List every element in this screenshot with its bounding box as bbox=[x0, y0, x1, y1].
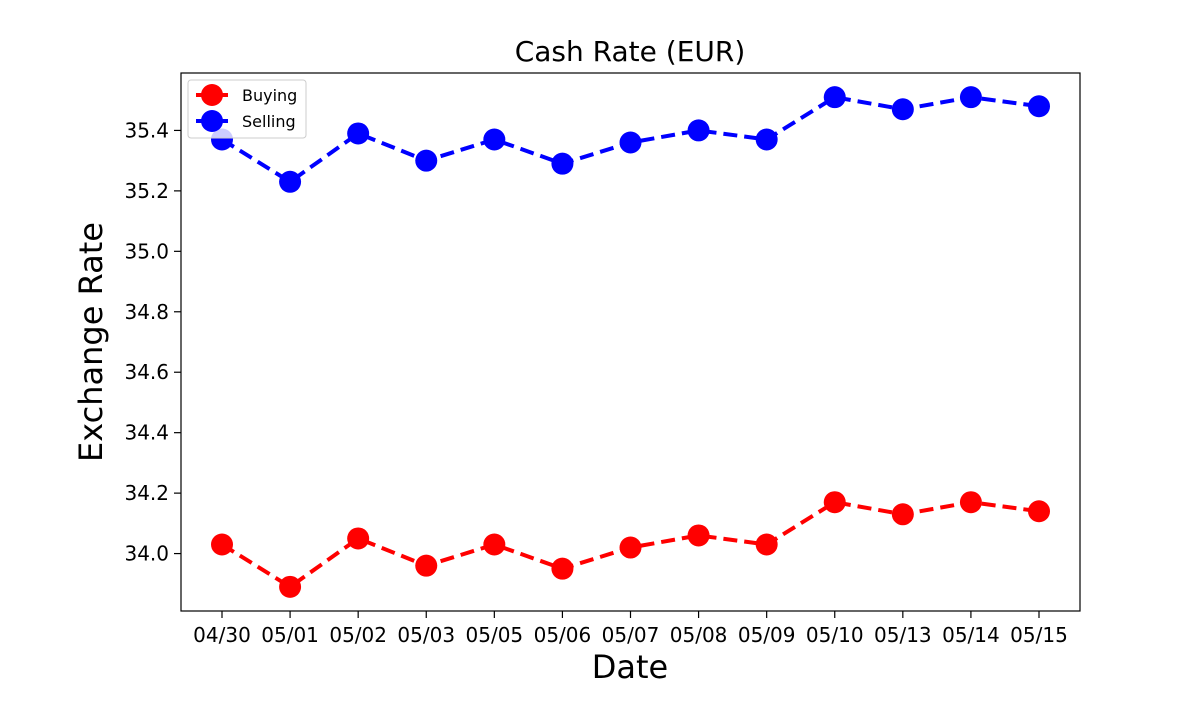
data-point-selling bbox=[483, 128, 506, 151]
legend: Buying Selling bbox=[187, 79, 307, 139]
data-point-selling bbox=[687, 119, 710, 142]
y-axis: 34.0 34.2 34.4 34.6 34.8 35.0 35.2 35.4 bbox=[124, 118, 181, 566]
y-tick-label: 35.2 bbox=[124, 179, 169, 203]
x-tick-label: 05/07 bbox=[602, 623, 660, 647]
x-tick-label: 05/06 bbox=[534, 623, 592, 647]
x-tick-label: 05/10 bbox=[806, 623, 864, 647]
legend-label: Selling bbox=[242, 112, 296, 131]
y-tick-label: 34.8 bbox=[124, 300, 169, 324]
y-tick-label: 35.0 bbox=[124, 239, 169, 263]
y-tick-label: 35.4 bbox=[124, 118, 169, 142]
plot-frame bbox=[180, 72, 1081, 612]
chart-title: Cash Rate (EUR) bbox=[515, 35, 746, 68]
x-tick-label: 05/01 bbox=[261, 623, 319, 647]
y-tick-label: 34.4 bbox=[124, 421, 169, 445]
data-point-buying bbox=[619, 536, 642, 559]
data-point-buying bbox=[891, 503, 914, 526]
data-point-buying bbox=[687, 524, 710, 547]
legend-label: Buying bbox=[242, 86, 297, 105]
y-tick-label: 34.0 bbox=[124, 542, 169, 566]
data-point-selling bbox=[279, 170, 302, 193]
x-tick-label: 05/02 bbox=[329, 623, 387, 647]
data-point-selling bbox=[891, 98, 914, 121]
x-tick-label: 05/05 bbox=[466, 623, 524, 647]
data-point-selling bbox=[551, 152, 574, 175]
x-tick-label: 04/30 bbox=[193, 623, 251, 647]
data-point-buying bbox=[755, 533, 778, 556]
x-tick-label: 05/13 bbox=[874, 623, 932, 647]
data-point-selling bbox=[823, 86, 846, 109]
data-point-selling bbox=[1028, 95, 1050, 118]
x-tick-label: 05/14 bbox=[942, 623, 1000, 647]
data-point-selling bbox=[619, 131, 642, 154]
data-point-buying bbox=[347, 527, 370, 550]
data-point-buying bbox=[959, 491, 982, 514]
data-point-buying bbox=[415, 554, 438, 577]
x-tick-label: 05/15 bbox=[1010, 623, 1068, 647]
y-axis-label: Exchange Rate bbox=[72, 222, 110, 462]
series-layer bbox=[211, 86, 1050, 598]
x-axis-label: Date bbox=[592, 648, 668, 686]
data-point-buying bbox=[823, 491, 846, 514]
y-tick-label: 34.6 bbox=[124, 360, 169, 384]
x-tick-label: 05/08 bbox=[670, 623, 728, 647]
y-tick-label: 34.2 bbox=[124, 481, 169, 505]
data-point-buying bbox=[483, 533, 506, 556]
data-point-buying bbox=[1028, 500, 1050, 523]
data-point-selling bbox=[959, 86, 982, 109]
legend-marker bbox=[201, 110, 223, 132]
data-point-selling bbox=[415, 149, 438, 172]
data-point-buying bbox=[279, 575, 302, 598]
data-point-buying bbox=[551, 557, 574, 580]
data-point-selling bbox=[347, 122, 370, 145]
data-point-buying bbox=[211, 533, 233, 556]
x-tick-label: 05/03 bbox=[397, 623, 455, 647]
legend-marker bbox=[201, 84, 223, 106]
x-tick-label: 05/09 bbox=[738, 623, 796, 647]
data-point-selling bbox=[755, 128, 778, 151]
x-axis: 04/30 05/01 05/02 05/03 05/05 05/06 05/07 05/08… bbox=[193, 611, 1068, 647]
